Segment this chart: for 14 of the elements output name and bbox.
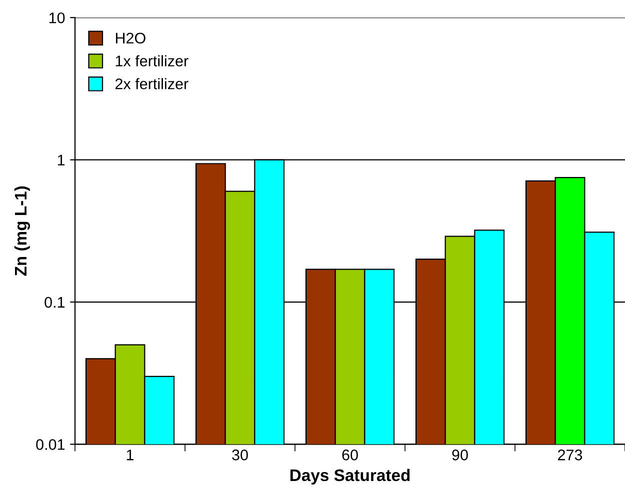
legend-label: 1x fertilizer [116, 55, 188, 66]
x-tick-label: 90 [452, 450, 468, 460]
y-tick-label: 0.1 [44, 296, 65, 308]
x-axis-title: Days Saturated [290, 468, 410, 484]
y-tick-label: 0.01 [36, 439, 65, 450]
y-axis-title: Zn (mg L-1) [14, 186, 30, 276]
x-tick-label: 273 [558, 450, 582, 460]
y-tick-label: 1 [58, 154, 65, 166]
x-tick-label: 60 [342, 450, 358, 460]
y-tick-label: 10 [49, 12, 65, 24]
legend-label: 2x fertilizer [115, 78, 188, 90]
x-tick-label: 30 [232, 450, 248, 460]
x-tick-label: 1 [126, 450, 134, 460]
legend-label: H2O [116, 32, 146, 44]
